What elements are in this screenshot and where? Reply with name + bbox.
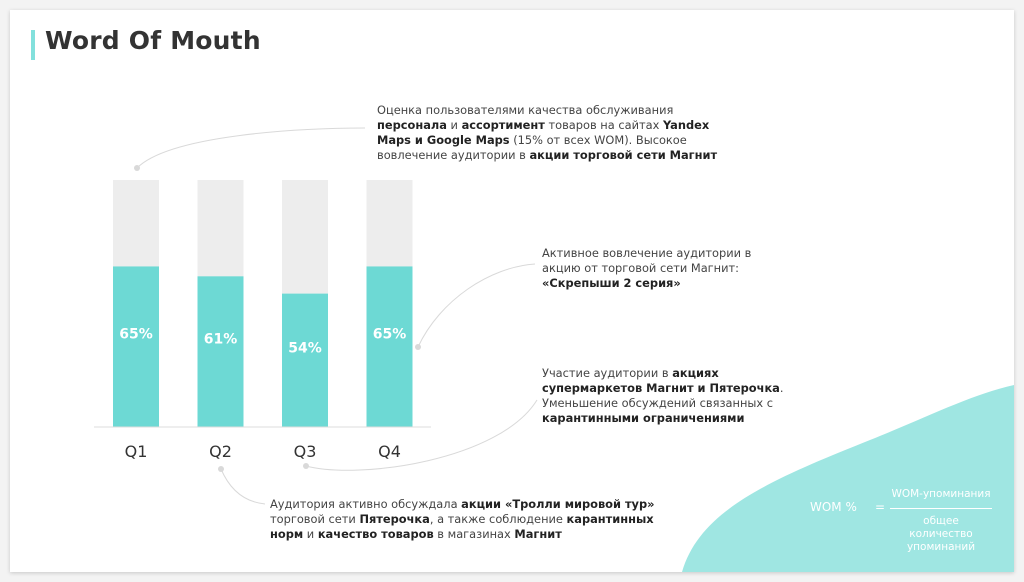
formula-denominator: общее количество упоминаний xyxy=(886,515,996,554)
connector-q2 xyxy=(220,468,266,505)
bar-q1 xyxy=(113,266,159,427)
formula-den-line1: общее xyxy=(923,515,959,527)
annotation-q2-bold-pyaterochka: Пятерочка xyxy=(359,512,430,526)
formula-equals: = xyxy=(874,500,886,514)
x-tick-label-q3: Q3 xyxy=(294,442,317,461)
bar-q2 xyxy=(197,276,244,427)
connector-q4 xyxy=(417,263,536,348)
annotation-q1-bold-yandex: Yandex xyxy=(662,118,710,132)
x-tick-label-q4: Q4 xyxy=(378,442,401,461)
annotation-q1-text: вовлечение аудитории в xyxy=(377,148,530,162)
annotation-q4-line2: акцию от торговой сети Магнит: xyxy=(542,261,739,275)
annotation-q2-text: , а также соблюдение xyxy=(429,512,567,526)
page-title: Word Of Mouth xyxy=(45,26,261,55)
formula-den-line3: упоминаний xyxy=(906,541,976,553)
annotation-q3-text: . xyxy=(779,381,784,395)
slide: Word Of Mouth 65% 61% 54% 65% Q1 Q2 Q3 Q4 Оцен… xyxy=(10,10,1014,572)
annotation-q3-line3: Уменьшение обсуждений связанных с xyxy=(542,396,774,410)
bar-value-label-q3: 54% xyxy=(288,340,322,356)
annotation-q1: Оценка пользователями качества обслужива… xyxy=(377,103,747,163)
annotation-connectors xyxy=(134,127,538,505)
annotation-q1-bold-magnit: акции торговой сети Магнит xyxy=(529,148,718,162)
formula-den-line2: количество xyxy=(909,528,973,540)
x-tick-label-q1: Q1 xyxy=(125,442,148,461)
title-accent-bar xyxy=(31,30,35,60)
formula-fraction-line xyxy=(890,508,992,509)
formula-lhs: WOM % xyxy=(810,500,857,514)
bar-q3 xyxy=(282,293,328,427)
decorative-blob xyxy=(682,385,1014,572)
annotation-q2-text: торговой сети xyxy=(270,512,360,526)
annotation-q1-bold-maps: Maps и Google Maps xyxy=(377,133,510,147)
annotation-q2-bold-quarantine: карантинных xyxy=(566,512,654,526)
annotation-q2-text: и xyxy=(303,527,318,541)
annotation-q2-bold-quality: качество товаров xyxy=(317,527,434,541)
annotation-q2-bold-norms: норм xyxy=(270,527,304,541)
annotation-q2-bold-magnit: Магнит xyxy=(514,527,562,541)
bar-value-label-q4: 65% xyxy=(373,327,407,343)
annotation-q2-text: Аудитория активно обсуждала xyxy=(270,497,462,511)
annotation-q2-text: в магазинах xyxy=(433,527,515,541)
bar-value-label-q1: 65% xyxy=(119,327,153,343)
bar-q4 xyxy=(366,266,413,427)
annotation-q1-text: товаров на сайтах xyxy=(544,118,663,132)
x-tick-label-q2: Q2 xyxy=(209,442,232,461)
connector-q1 xyxy=(136,127,366,169)
bar-chart: 65% 61% 54% 65% Q1 Q2 Q3 Q4 xyxy=(94,127,538,505)
annotation-q4-bold-skrepyshi: «Скрепыши 2 серия» xyxy=(542,276,681,290)
annotation-q3-bold-supermarkets: супермаркетов Магнит и Пятерочка xyxy=(542,381,780,395)
annotation-q1-text: (15% от всех WOM). Высокое xyxy=(509,133,687,147)
connector-dot-q2 xyxy=(218,466,224,472)
annotation-q3: Участие аудитории в акциях супермаркетов… xyxy=(542,366,802,426)
bar-value-label-q2: 61% xyxy=(204,332,238,348)
annotation-q1-bold-assortment: ассортимент xyxy=(461,118,545,132)
annotation-q1-text: и xyxy=(446,118,462,132)
annotation-q1-line1: Оценка пользователями качества обслужива… xyxy=(377,103,674,117)
annotation-q4: Активное вовлечение аудитории в акцию от… xyxy=(542,246,802,291)
annotation-q2-bold-trolls: акции «Тролли мировой тур» xyxy=(461,497,655,511)
formula-numerator: WOM-упоминания xyxy=(891,488,991,500)
annotation-q3-text: Участие аудитории в xyxy=(542,366,673,380)
connector-dot-q1 xyxy=(134,165,140,171)
connector-q3 xyxy=(305,399,538,471)
annotation-q2: Аудитория активно обсуждала акции «Тролл… xyxy=(270,497,670,542)
connector-dot-q3 xyxy=(303,463,309,469)
annotation-q3-bold-quarantine: карантинными ограничениями xyxy=(542,411,745,425)
connector-dot-q4 xyxy=(415,344,421,350)
annotation-q3-bold-promos: акциях xyxy=(672,366,719,380)
annotation-q1-bold-personnel: персонала xyxy=(377,118,447,132)
annotation-q4-line1: Активное вовлечение аудитории в xyxy=(542,246,752,260)
